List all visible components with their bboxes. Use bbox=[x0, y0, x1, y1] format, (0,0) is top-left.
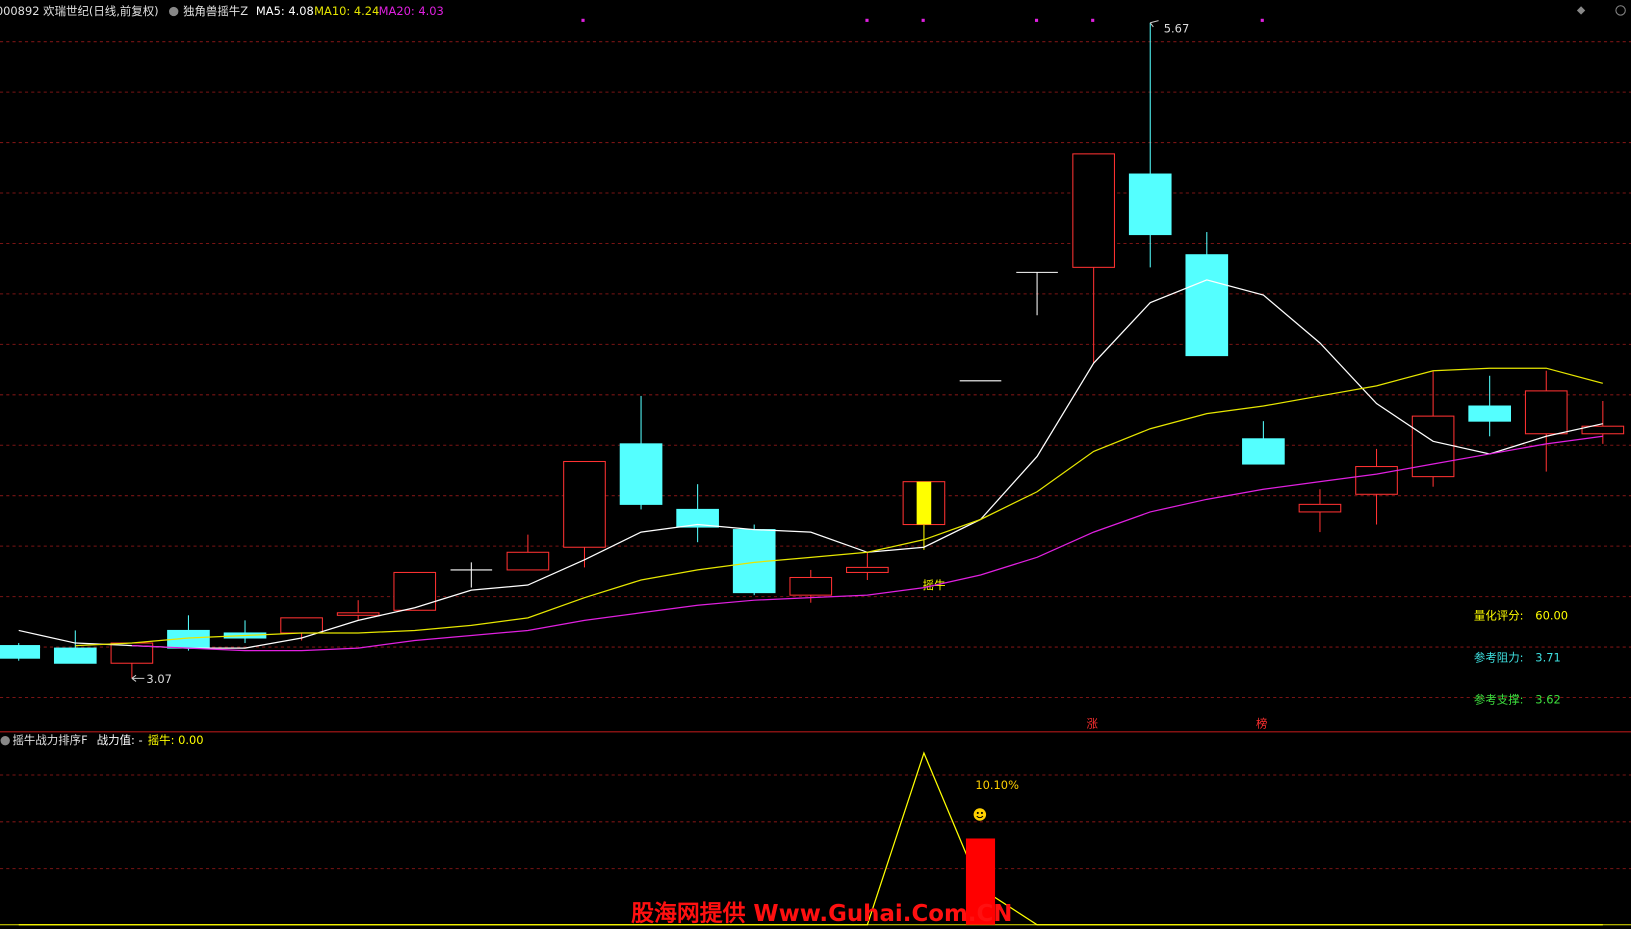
smiley bbox=[973, 808, 987, 821]
icon bbox=[1615, 5, 1626, 16]
stat-label: 量化评分: bbox=[1474, 608, 1524, 622]
stat-label: 参考阻力: bbox=[1474, 650, 1524, 664]
tag: 涨 bbox=[1086, 717, 1098, 731]
signal-dot bbox=[1034, 18, 1039, 22]
candle-body bbox=[846, 566, 889, 573]
stat-value: 3.71 bbox=[1535, 650, 1560, 664]
label-pointer bbox=[1149, 20, 1159, 28]
candle-body bbox=[506, 551, 550, 571]
signal-dot bbox=[581, 18, 585, 22]
candle-highlight bbox=[916, 481, 932, 525]
indicator-value: 战力值: - bbox=[97, 733, 143, 747]
icon bbox=[169, 6, 179, 17]
candle-body bbox=[676, 508, 719, 528]
indicator-name: 独角兽摇牛Z bbox=[183, 4, 248, 18]
candle-body bbox=[1185, 254, 1229, 357]
indicator-value: 摇牛: 0.00 bbox=[148, 733, 204, 747]
indicator-title: 摇牛战力排序F bbox=[12, 733, 87, 747]
candle-body bbox=[1072, 153, 1115, 268]
plot: 5.67 3.07 10.10% bbox=[0, 20, 1631, 926]
candle-body bbox=[1411, 415, 1455, 478]
smiley-face bbox=[973, 808, 987, 821]
stats: 量化评分: 60.00 参考阻力: 3.71 参考支撑: 3.62 bbox=[1474, 608, 1568, 706]
candle-body bbox=[1355, 466, 1398, 495]
ma-line bbox=[18, 279, 1603, 649]
candle-body bbox=[1242, 438, 1285, 465]
signal-dot bbox=[1091, 18, 1095, 22]
indicator-line bbox=[18, 751, 1603, 926]
high-label: 5.67 bbox=[1164, 21, 1189, 35]
signal-dot bbox=[865, 18, 869, 22]
bar-label: 10.10% bbox=[975, 778, 1019, 792]
candle-body bbox=[789, 576, 833, 596]
label-pointer bbox=[131, 674, 145, 682]
smiley-eye bbox=[976, 811, 979, 814]
low-label: 3.07 bbox=[146, 672, 171, 686]
stat-value: 3.62 bbox=[1535, 693, 1560, 707]
candle-body bbox=[0, 645, 41, 659]
signal-dot bbox=[1260, 18, 1264, 22]
tag: 榜 bbox=[1256, 717, 1267, 731]
icon bbox=[0, 735, 10, 746]
candle-body bbox=[336, 612, 380, 616]
signal-markers bbox=[581, 18, 1264, 22]
legend-entry: MA20: 4.03 bbox=[379, 4, 444, 18]
legend-entry: MA5: 4.08 bbox=[256, 4, 314, 18]
candle-body bbox=[1524, 390, 1568, 435]
candle-body bbox=[280, 617, 323, 634]
stat-label: 参考支撑: bbox=[1474, 693, 1524, 707]
legend-entry: MA10: 4.24 bbox=[314, 4, 379, 18]
candle-body bbox=[1128, 173, 1172, 236]
ma-line bbox=[75, 367, 1603, 647]
candle-body bbox=[1298, 503, 1342, 513]
bar bbox=[965, 838, 996, 925]
signal-dot bbox=[921, 18, 925, 22]
candle-body bbox=[1581, 425, 1625, 435]
stock-title: 000892 欢瑞世纪(日线,前复权) bbox=[0, 4, 159, 18]
candle-body bbox=[619, 443, 663, 505]
stat-value: 60.00 bbox=[1535, 608, 1568, 622]
candle-body bbox=[563, 460, 606, 548]
candle-body bbox=[53, 647, 97, 664]
smiley-mouth bbox=[976, 815, 984, 819]
ma-line bbox=[131, 435, 1603, 652]
candle-body bbox=[393, 571, 437, 611]
watermark: 股海网提供 Www.Guhai.Com.CN bbox=[631, 900, 1012, 927]
candle-body bbox=[1468, 405, 1512, 422]
smiley-eye bbox=[980, 811, 983, 814]
